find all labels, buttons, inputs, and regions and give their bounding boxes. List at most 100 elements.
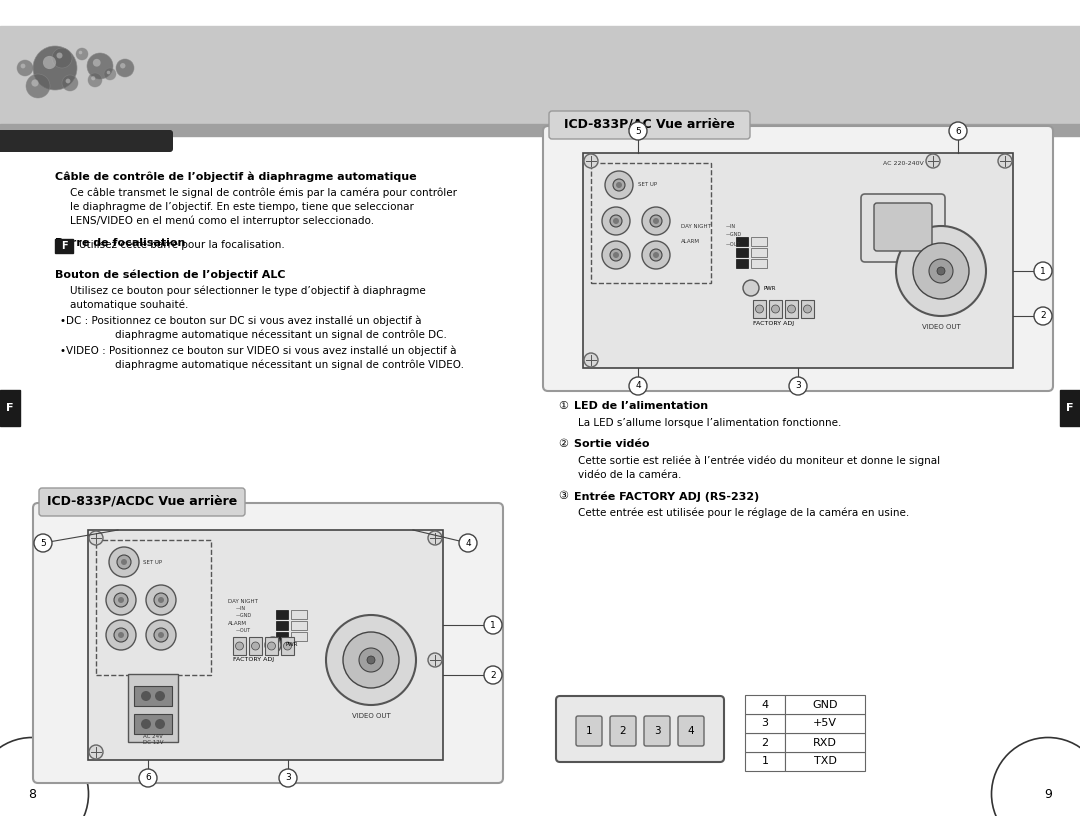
Text: 2: 2 xyxy=(1040,312,1045,321)
Circle shape xyxy=(283,642,292,650)
Text: le diaphragme de l’objectif. En este tiempo, tiene que seleccionar: le diaphragme de l’objectif. En este tie… xyxy=(70,202,414,212)
Circle shape xyxy=(158,597,164,603)
Circle shape xyxy=(79,51,82,55)
Circle shape xyxy=(616,182,622,188)
Circle shape xyxy=(613,252,619,258)
Text: Sortie vidéo: Sortie vidéo xyxy=(573,439,649,449)
Circle shape xyxy=(141,691,151,701)
Circle shape xyxy=(998,154,1012,168)
Text: F: F xyxy=(60,241,67,251)
Bar xyxy=(735,259,748,268)
Circle shape xyxy=(106,585,136,615)
Circle shape xyxy=(26,74,50,98)
Bar xyxy=(735,237,748,246)
Text: •VIDEO : Positionnez ce bouton sur VIDEO si vous avez installé un objectif à: •VIDEO : Positionnez ce bouton sur VIDEO… xyxy=(60,346,457,357)
Bar xyxy=(0,26,1080,126)
Circle shape xyxy=(613,218,619,224)
Circle shape xyxy=(949,122,967,140)
Circle shape xyxy=(235,642,243,650)
Text: Cette sortie est reliée à l’entrée vidéo du moniteur et donne le signal: Cette sortie est reliée à l’entrée vidéo… xyxy=(578,456,940,467)
Bar xyxy=(87,530,443,760)
Text: 4: 4 xyxy=(465,539,471,548)
Circle shape xyxy=(156,691,165,701)
Bar xyxy=(276,621,288,630)
Text: —IN: —IN xyxy=(237,606,246,611)
Bar xyxy=(751,237,767,246)
Circle shape xyxy=(252,642,259,650)
Text: ALARM: ALARM xyxy=(681,239,700,244)
Circle shape xyxy=(789,377,807,395)
Circle shape xyxy=(114,593,129,607)
Text: ALARM: ALARM xyxy=(228,621,247,626)
Text: DAY NIGHT: DAY NIGHT xyxy=(228,599,258,604)
Text: Utilisez ce bouton pour sélectionner le type d’objectif à diaphragme: Utilisez ce bouton pour sélectionner le … xyxy=(70,286,426,296)
Circle shape xyxy=(804,305,811,313)
FancyBboxPatch shape xyxy=(678,716,704,746)
Circle shape xyxy=(1034,262,1052,280)
Text: diaphragme automatique nécessitant un signal de contrôle DC.: diaphragme automatique nécessitant un si… xyxy=(114,330,447,340)
Circle shape xyxy=(937,267,945,275)
Circle shape xyxy=(279,769,297,787)
Bar xyxy=(265,637,278,655)
Circle shape xyxy=(771,305,780,313)
Circle shape xyxy=(66,78,70,83)
Circle shape xyxy=(653,252,659,258)
Circle shape xyxy=(87,53,113,79)
Circle shape xyxy=(367,656,375,664)
Circle shape xyxy=(584,154,598,168)
Text: SET UP: SET UP xyxy=(143,560,162,565)
Text: automatique souhaité.: automatique souhaité. xyxy=(70,300,188,311)
Bar xyxy=(745,752,785,771)
Circle shape xyxy=(265,637,281,653)
Bar xyxy=(276,610,288,619)
Bar xyxy=(134,714,172,734)
Text: F: F xyxy=(1066,403,1074,413)
FancyBboxPatch shape xyxy=(39,488,245,516)
Bar xyxy=(0,124,1080,136)
Circle shape xyxy=(158,632,164,638)
Circle shape xyxy=(326,615,416,705)
Bar xyxy=(134,686,172,706)
Circle shape xyxy=(584,353,598,367)
Circle shape xyxy=(602,207,630,235)
Bar xyxy=(291,632,307,641)
Bar xyxy=(281,637,294,655)
Circle shape xyxy=(154,628,168,642)
Circle shape xyxy=(107,71,110,74)
Circle shape xyxy=(106,620,136,650)
Bar xyxy=(591,163,711,283)
FancyBboxPatch shape xyxy=(610,716,636,746)
Circle shape xyxy=(610,215,622,227)
Text: ②: ② xyxy=(558,439,568,449)
Circle shape xyxy=(610,249,622,261)
Circle shape xyxy=(118,632,124,638)
Text: Câble de contrôle de l’objectif à diaphragme automatique: Câble de contrôle de l’objectif à diaphr… xyxy=(55,171,417,181)
FancyBboxPatch shape xyxy=(33,503,503,783)
Circle shape xyxy=(114,628,129,642)
Circle shape xyxy=(117,555,131,569)
Circle shape xyxy=(484,616,502,634)
Circle shape xyxy=(141,719,151,729)
Circle shape xyxy=(121,559,127,565)
Text: SET UP: SET UP xyxy=(638,183,657,188)
Text: +5V: +5V xyxy=(813,719,837,729)
Circle shape xyxy=(602,241,630,269)
Text: 3: 3 xyxy=(761,719,769,729)
Circle shape xyxy=(116,59,134,77)
Circle shape xyxy=(89,531,103,545)
Circle shape xyxy=(31,79,39,86)
Text: 6: 6 xyxy=(145,774,151,783)
Text: GND: GND xyxy=(812,699,838,709)
Circle shape xyxy=(89,745,103,759)
Bar xyxy=(785,300,798,318)
Text: 9: 9 xyxy=(1044,787,1052,800)
Circle shape xyxy=(104,68,116,80)
Text: AC 220-240V: AC 220-240V xyxy=(882,161,923,166)
Text: Ce câble transmet le signal de contrôle émis par la caméra pour contrôler: Ce câble transmet le signal de contrôle … xyxy=(70,188,457,198)
Text: 3: 3 xyxy=(653,726,660,736)
Bar xyxy=(753,300,766,318)
Text: ①: ① xyxy=(558,401,568,411)
Text: Bouton de sélection de l’objectif ALC: Bouton de sélection de l’objectif ALC xyxy=(55,270,285,281)
Circle shape xyxy=(146,620,176,650)
Circle shape xyxy=(62,75,78,91)
